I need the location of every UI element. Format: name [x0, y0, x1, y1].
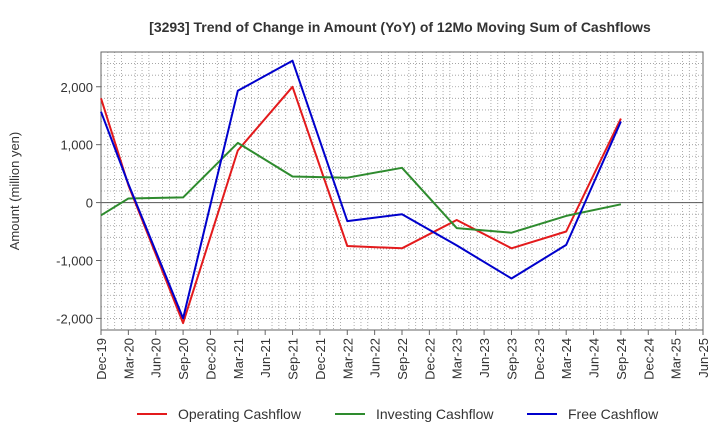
y-tick-label: 2,000 — [60, 80, 93, 95]
x-tick-label: Dec-24 — [641, 338, 656, 380]
free-cashflow-line — [100, 59, 622, 320]
x-tick-label: Mar-20 — [121, 338, 136, 379]
x-tick-label: Jun-22 — [368, 338, 383, 378]
x-tick-label: Mar-21 — [231, 338, 246, 379]
free-cashflow-legend-label: Free Cashflow — [568, 406, 659, 422]
y-tick-label: 0 — [86, 196, 93, 211]
y-tick-label: -1,000 — [56, 254, 93, 269]
x-tick-label: Jun-23 — [477, 338, 492, 378]
x-tick-label: Jun-20 — [149, 338, 164, 378]
chart-title: [3293] Trend of Change in Amount (YoY) o… — [149, 19, 651, 35]
x-tick-label: Jun-25 — [696, 338, 711, 378]
x-tick-label: Sep-23 — [504, 338, 519, 380]
x-tick-label: Sep-24 — [614, 338, 629, 380]
legend: Operating Cashflow Investing Cashflow Free… — [137, 406, 659, 422]
investing-cashflow-line — [100, 141, 622, 234]
x-tick-label: Dec-22 — [422, 338, 437, 380]
x-tick-label: Sep-20 — [176, 338, 191, 380]
x-tick-label: Dec-23 — [532, 338, 547, 380]
x-tick-label: Dec-19 — [94, 338, 109, 380]
x-tick-label: Jun-21 — [258, 338, 273, 378]
x-tick-label: Dec-21 — [313, 338, 328, 380]
operating-cashflow-line — [100, 85, 622, 325]
x-tick-label: Mar-25 — [669, 338, 684, 379]
x-tick-label: Mar-24 — [559, 338, 574, 379]
x-tick-label: Mar-23 — [450, 338, 465, 379]
investing-cashflow-legend-label: Investing Cashflow — [376, 406, 494, 422]
y-tick-label: 1,000 — [60, 138, 93, 153]
y-axis-label: Amount (million yen) — [7, 132, 22, 251]
x-tick-label: Mar-22 — [340, 338, 355, 379]
x-tick-label: Jun-24 — [587, 338, 602, 378]
x-tick-label: Sep-22 — [395, 338, 410, 380]
x-tick-label: Dec-20 — [203, 338, 218, 380]
y-tick-label: -2,000 — [56, 311, 93, 326]
x-tick-label: Sep-21 — [286, 338, 301, 380]
operating-cashflow-legend-label: Operating Cashflow — [178, 406, 302, 422]
series-group — [100, 59, 622, 325]
